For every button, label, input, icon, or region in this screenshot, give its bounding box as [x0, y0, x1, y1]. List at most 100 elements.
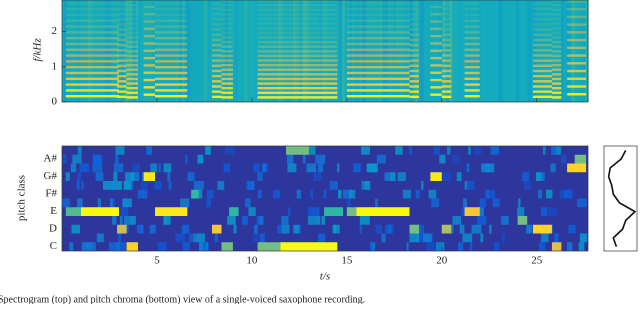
harmonic — [280, 17, 338, 21]
texture — [450, 224, 454, 234]
harmonic — [126, 8, 138, 12]
harmonic — [155, 77, 188, 80]
harmonic — [532, 69, 552, 73]
harmonic — [441, 69, 452, 73]
harmonic — [441, 49, 452, 52]
harmonic — [221, 68, 233, 71]
harmonic — [280, 8, 338, 12]
harmonic — [430, 20, 442, 23]
harmonic — [280, 22, 338, 25]
texture — [359, 224, 363, 234]
texture — [197, 189, 203, 199]
harmonic — [346, 71, 357, 75]
texture — [246, 181, 255, 190]
harmonic — [464, 2, 480, 5]
harmonic — [532, 59, 552, 62]
harmonic — [80, 31, 119, 34]
harmonic — [430, 93, 442, 96]
texture — [471, 224, 482, 234]
harmonic — [221, 40, 233, 44]
chroma-cell — [191, 189, 199, 199]
harmonic — [65, 25, 81, 28]
harmonic — [567, 54, 587, 57]
harmonic — [221, 31, 233, 35]
texture — [561, 0, 564, 102]
harmonic — [441, 80, 452, 83]
texture — [245, 198, 251, 208]
chroma-cell — [441, 224, 452, 234]
harmonic — [155, 19, 188, 22]
chroma-cell — [517, 216, 528, 225]
harmonic — [155, 89, 188, 92]
harmonic — [80, 54, 119, 57]
texture — [307, 216, 318, 225]
harmonic — [126, 50, 138, 53]
harmonic — [464, 94, 480, 98]
harmonic — [126, 17, 138, 21]
harmonic — [126, 86, 138, 90]
harmonic — [126, 40, 138, 44]
harmonic — [551, 59, 562, 62]
harmonic — [356, 60, 410, 63]
harmonic — [356, 19, 410, 22]
harmonic — [117, 43, 127, 47]
harmonic — [409, 69, 419, 73]
texture — [433, 146, 441, 155]
texture — [337, 189, 342, 199]
harmonic — [80, 89, 119, 92]
harmonic — [356, 48, 410, 51]
texture — [251, 181, 255, 190]
texture — [77, 146, 82, 155]
harmonic — [551, 86, 562, 90]
texture — [77, 0, 80, 102]
harmonic — [212, 74, 222, 78]
texture — [415, 233, 424, 243]
harmonic — [464, 25, 480, 28]
texture — [541, 207, 548, 216]
harmonic — [551, 50, 562, 53]
harmonic — [257, 36, 281, 39]
harmonic — [257, 0, 281, 2]
texture — [537, 189, 542, 199]
texture — [187, 172, 195, 181]
harmonic — [409, 18, 419, 21]
harmonic — [221, 27, 233, 30]
harmonic — [356, 25, 410, 28]
harmonic — [441, 54, 452, 57]
harmonic — [409, 64, 419, 68]
texture — [135, 163, 140, 173]
harmonic — [257, 68, 281, 71]
harmonic — [430, 13, 442, 16]
harmonic — [126, 13, 138, 16]
texture — [346, 198, 352, 208]
harmonic — [551, 40, 562, 44]
texture — [447, 146, 451, 155]
texture — [193, 181, 204, 190]
texture — [517, 207, 525, 216]
texture — [175, 233, 186, 243]
texture — [158, 163, 161, 173]
harmonic — [409, 74, 419, 78]
harmonic — [257, 31, 281, 35]
texture — [523, 181, 532, 190]
harmonic — [532, 18, 552, 21]
texture — [72, 154, 82, 164]
harmonic — [346, 48, 357, 51]
texture — [281, 216, 289, 225]
harmonic — [280, 13, 338, 16]
texture — [395, 146, 403, 155]
harmonic — [117, 49, 127, 52]
y-tick-label: E — [50, 205, 57, 217]
harmonic — [155, 7, 188, 11]
harmonic — [464, 77, 480, 80]
texture — [323, 189, 327, 199]
harmonic — [409, 80, 419, 83]
harmonic — [441, 28, 452, 31]
y-tick-label: 2 — [52, 25, 58, 37]
harmonic — [532, 43, 552, 47]
harmonic — [257, 13, 281, 16]
harmonic — [212, 54, 222, 57]
harmonic — [65, 65, 81, 69]
harmonic — [567, 15, 587, 19]
texture — [452, 216, 461, 225]
